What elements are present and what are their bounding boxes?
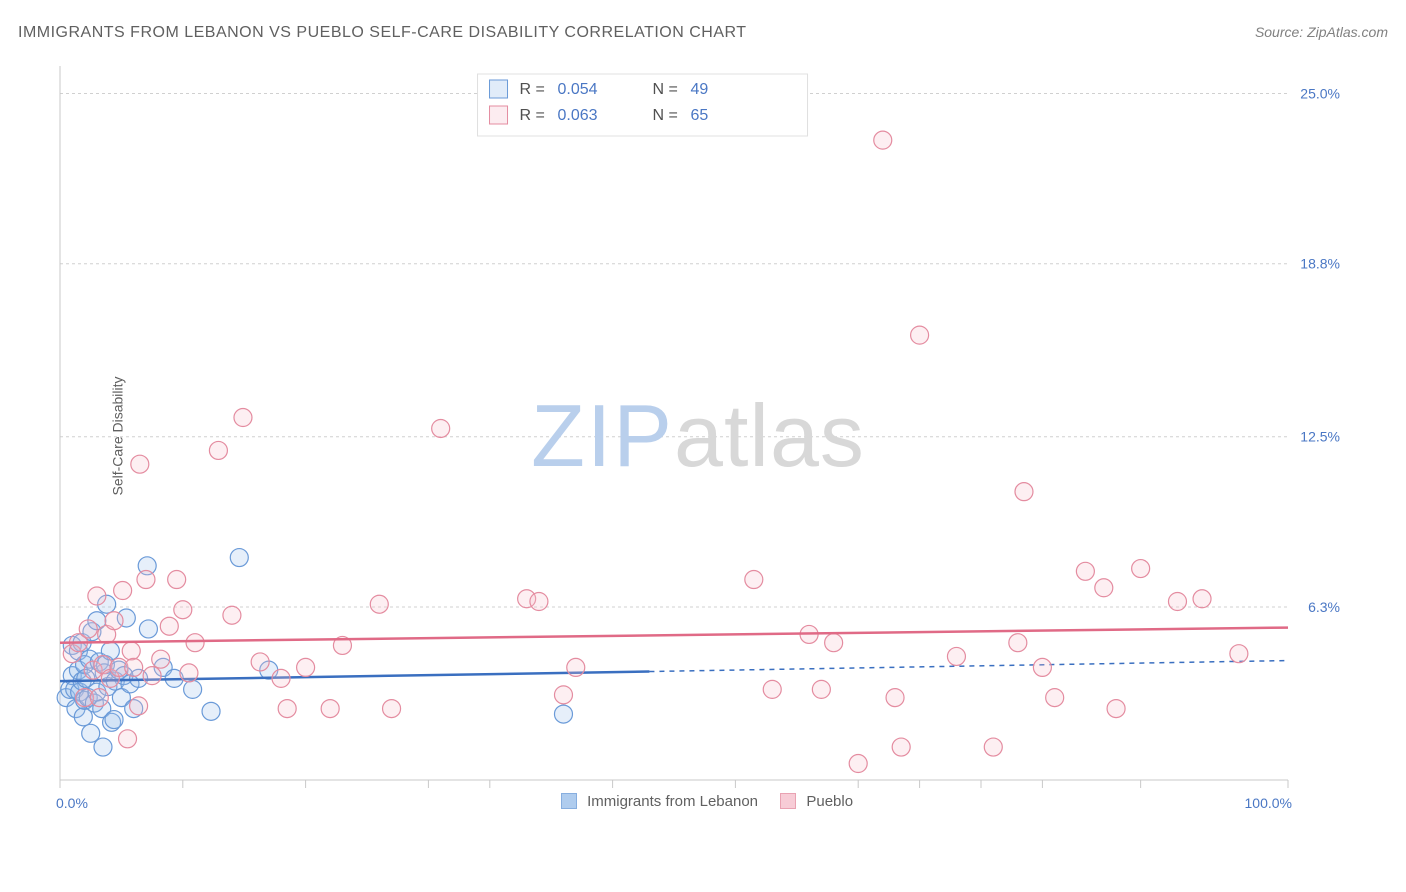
data-point [1193, 590, 1211, 608]
svg-text:N =: N = [653, 81, 678, 98]
svg-text:R =: R = [520, 107, 545, 124]
data-point [567, 658, 585, 676]
data-point [886, 689, 904, 707]
legend-label-series-0: Immigrants from Lebanon [587, 793, 758, 810]
stats-legend-swatch [490, 80, 508, 98]
stats-legend-swatch [490, 106, 508, 124]
legend-swatch-series-0 [561, 793, 577, 809]
data-point [139, 620, 157, 638]
data-point [209, 441, 227, 459]
data-point [119, 730, 137, 748]
data-point [278, 700, 296, 718]
data-point [432, 419, 450, 437]
data-point [131, 455, 149, 473]
legend-swatch-series-1 [780, 793, 796, 809]
data-point [1132, 560, 1150, 578]
data-point [202, 702, 220, 720]
data-point [554, 686, 572, 704]
data-point [530, 593, 548, 611]
data-point [160, 617, 178, 635]
bottom-legend: Immigrants from Lebanon Pueblo [48, 793, 1348, 810]
data-point [272, 669, 290, 687]
data-point [105, 612, 123, 630]
data-point [234, 409, 252, 427]
data-point [554, 705, 572, 723]
source-attribution: Source: ZipAtlas.com [1255, 24, 1388, 40]
data-point [94, 738, 112, 756]
svg-text:N =: N = [653, 107, 678, 124]
data-point [321, 700, 339, 718]
data-point [90, 689, 108, 707]
data-point [174, 601, 192, 619]
data-point [1046, 689, 1064, 707]
chart-container: IMMIGRANTS FROM LEBANON VS PUEBLO SELF-C… [0, 0, 1406, 892]
svg-text:R =: R = [520, 81, 545, 98]
data-point [874, 131, 892, 149]
legend-label-series-1: Pueblo [806, 793, 853, 810]
data-point [122, 642, 140, 660]
data-point [186, 634, 204, 652]
data-point [1015, 483, 1033, 501]
data-point [825, 634, 843, 652]
data-point [105, 711, 123, 729]
data-point [370, 595, 388, 613]
data-point [297, 658, 315, 676]
data-point [1107, 700, 1125, 718]
trend-line-extrapolated [649, 661, 1288, 672]
data-point [849, 755, 867, 773]
plot-area: Self-Care Disability ZIPatlas 6.3%12.5%1… [48, 56, 1348, 816]
data-point [745, 571, 763, 589]
y-axis-label: Self-Care Disability [110, 376, 126, 495]
data-point [1033, 658, 1051, 676]
data-point [947, 647, 965, 665]
svg-text:6.3%: 6.3% [1308, 599, 1340, 615]
data-point [114, 582, 132, 600]
data-point [984, 738, 1002, 756]
data-point [911, 326, 929, 344]
data-point [1168, 593, 1186, 611]
data-point [763, 680, 781, 698]
chart-title: IMMIGRANTS FROM LEBANON VS PUEBLO SELF-C… [18, 24, 747, 42]
svg-text:49: 49 [691, 81, 709, 98]
svg-text:0.054: 0.054 [558, 81, 598, 98]
data-point [130, 697, 148, 715]
data-point [223, 606, 241, 624]
data-point [230, 549, 248, 567]
data-point [383, 700, 401, 718]
data-point [251, 653, 269, 671]
svg-text:0.063: 0.063 [558, 107, 598, 124]
data-point [812, 680, 830, 698]
data-point [137, 571, 155, 589]
svg-text:12.5%: 12.5% [1300, 429, 1340, 445]
data-point [1095, 579, 1113, 597]
data-point [1230, 645, 1248, 663]
data-point [1009, 634, 1027, 652]
svg-text:25.0%: 25.0% [1300, 85, 1340, 101]
data-point [892, 738, 910, 756]
data-point [125, 658, 143, 676]
data-point [79, 620, 97, 638]
data-point [152, 650, 170, 668]
data-point [168, 571, 186, 589]
svg-text:18.8%: 18.8% [1300, 256, 1340, 272]
scatter-chart: 6.3%12.5%18.8%25.0%0.0%100.0%R =0.054N =… [48, 56, 1348, 816]
data-point [143, 667, 161, 685]
data-point [184, 680, 202, 698]
trend-line [60, 628, 1288, 643]
svg-text:65: 65 [691, 107, 709, 124]
data-point [1076, 562, 1094, 580]
data-point [88, 587, 106, 605]
data-point [180, 664, 198, 682]
